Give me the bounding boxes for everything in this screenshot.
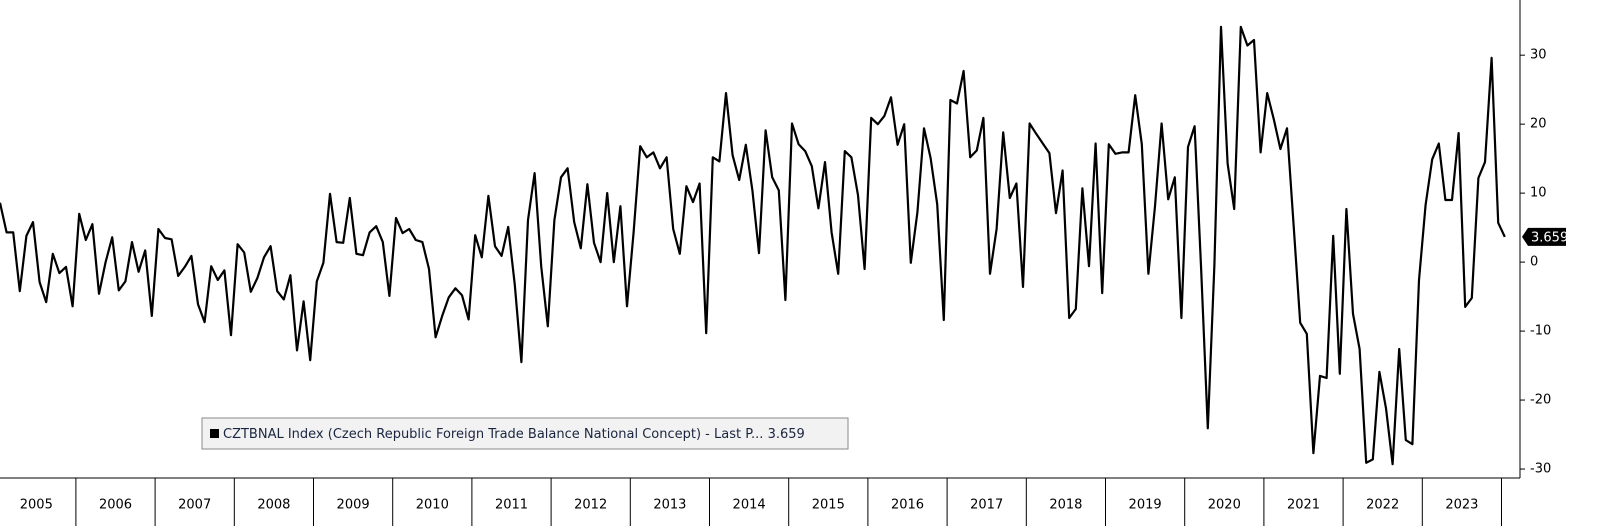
legend: CZTBNAL Index (Czech Republic Foreign Tr… — [201, 417, 849, 450]
x-tick-label: 2011 — [495, 498, 528, 513]
x-tick-label: 2017 — [970, 498, 1003, 513]
y-tick-label: 10 — [1530, 186, 1547, 201]
x-tick-label: 2013 — [653, 498, 686, 513]
x-tick-label: 2012 — [574, 498, 607, 513]
x-tick-label: 2005 — [20, 498, 53, 513]
x-tick-label: 2020 — [1208, 498, 1241, 513]
last-value-label: 3.659 — [1531, 230, 1568, 245]
x-tick-label: 2023 — [1445, 498, 1478, 513]
y-tick-label: -10 — [1530, 324, 1551, 339]
x-tick-label: 2007 — [178, 498, 211, 513]
legend-value: 3.659 — [768, 427, 805, 442]
legend-label: CZTBNAL Index (Czech Republic Foreign Tr… — [223, 427, 805, 442]
y-tick-label: 0 — [1530, 255, 1538, 270]
x-tick-label: 2022 — [1366, 498, 1399, 513]
x-tick-label: 2016 — [891, 498, 924, 513]
x-tick-label: 2019 — [1129, 498, 1162, 513]
x-tick-label: 2014 — [733, 498, 766, 513]
x-tick-label: 2008 — [257, 498, 290, 513]
legend-swatch — [210, 429, 219, 438]
last-value-box — [1522, 227, 1566, 246]
x-tick-label: 2010 — [416, 498, 449, 513]
y-tick-label: -30 — [1530, 462, 1551, 477]
legend-box — [201, 417, 849, 450]
x-tick-label: 2018 — [1049, 498, 1082, 513]
y-tick-label: 30 — [1530, 48, 1547, 63]
y-tick-label: 20 — [1530, 117, 1547, 132]
y-tick-label: -20 — [1530, 393, 1551, 408]
x-tick-label: 2006 — [99, 498, 132, 513]
x-tick-label: 2021 — [1287, 498, 1320, 513]
x-tick-label: 2015 — [812, 498, 845, 513]
line — [0, 25, 1506, 466]
x-tick-label: 2009 — [337, 498, 370, 513]
legend-name: CZTBNAL Index (Czech Republic Foreign Tr… — [223, 427, 763, 442]
